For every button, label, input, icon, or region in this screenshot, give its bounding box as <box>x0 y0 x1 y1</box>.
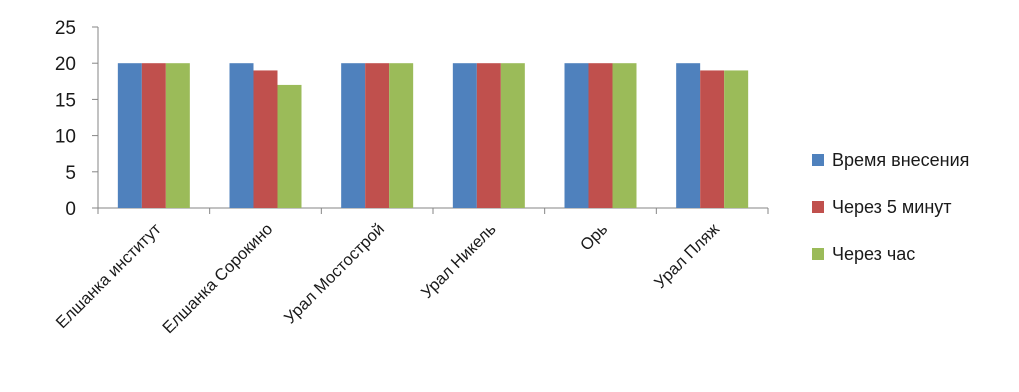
bar <box>612 63 637 209</box>
bars-group <box>117 63 749 209</box>
y-tick-label: 5 <box>65 163 76 184</box>
legend: Время внесения Через 5 минут Через час <box>812 150 969 264</box>
bar <box>117 63 142 209</box>
x-axis-ticks <box>97 208 769 214</box>
bar <box>253 70 278 208</box>
category-label: Урал Пляж <box>651 220 723 292</box>
legend-label: Время внесения <box>832 150 969 170</box>
y-tick-label: 0 <box>65 199 76 220</box>
legend-label: Через час <box>832 244 915 264</box>
bar <box>341 63 366 209</box>
bar <box>277 84 302 208</box>
bar <box>389 63 414 209</box>
bar <box>564 63 589 209</box>
bar <box>165 63 190 209</box>
category-label: Орь <box>577 220 611 254</box>
category-label: Елшанка институт <box>53 220 165 332</box>
bar <box>141 63 166 209</box>
legend-swatch <box>812 201 824 213</box>
y-tick-label: 10 <box>55 127 76 148</box>
category-label: Елшанка Сорокино <box>159 220 276 337</box>
bar <box>676 63 701 209</box>
bar <box>365 63 390 209</box>
legend-swatch <box>812 248 824 260</box>
bar <box>476 63 501 209</box>
bar <box>700 70 725 208</box>
legend-label: Через 5 минут <box>832 197 952 217</box>
legend-swatch <box>812 154 824 166</box>
category-label: Урал Мостострой <box>281 220 388 327</box>
y-tick-label: 20 <box>55 54 76 75</box>
y-axis-ticks: 0 5 10 15 20 25 <box>55 18 98 220</box>
y-tick-label: 25 <box>55 18 76 39</box>
bar <box>724 70 749 208</box>
bar <box>500 63 525 209</box>
y-tick-label: 15 <box>55 90 76 111</box>
bar <box>452 63 477 209</box>
bar <box>588 63 613 209</box>
category-label: Урал Никель <box>418 220 500 302</box>
bar <box>229 63 254 209</box>
